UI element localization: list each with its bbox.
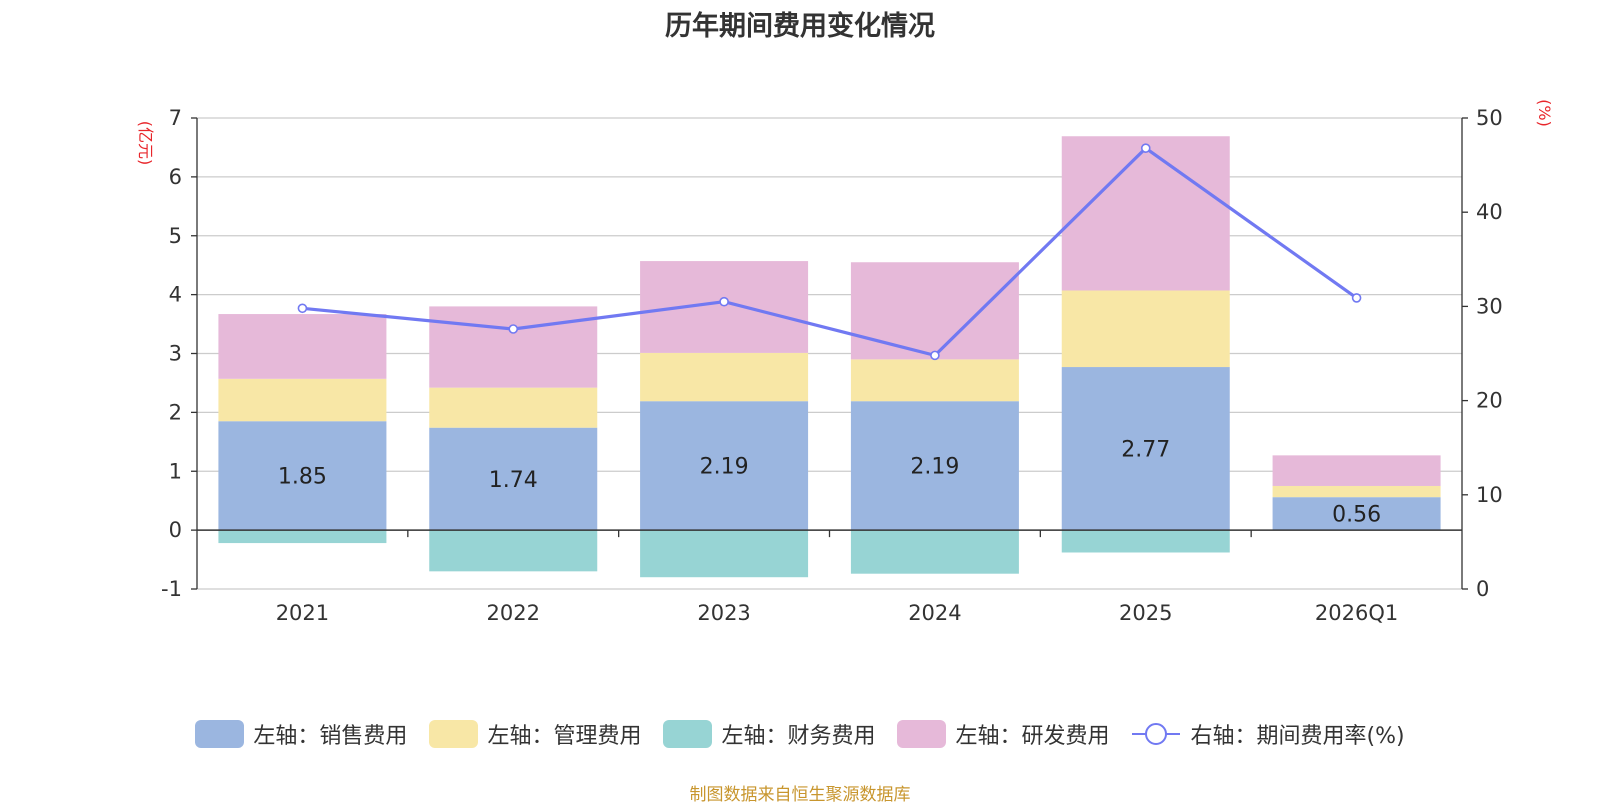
- bar-1: [218, 421, 387, 531]
- legend-item-4[interactable]: 左轴：研发费用: [897, 718, 1109, 750]
- bar-4: [1272, 455, 1441, 486]
- legend-item-3[interactable]: 左轴：财务费用: [663, 718, 875, 750]
- bar-3: [640, 530, 809, 578]
- left-tick-label: 1: [169, 459, 182, 483]
- data-source-note: 制图数据来自恒生聚源数据库: [689, 785, 911, 805]
- left-tick-label: 2: [169, 400, 182, 424]
- right-tick-label: 30: [1476, 294, 1503, 318]
- left-tick-label: 0: [169, 518, 182, 542]
- x-tick-label: 2026Q1: [1315, 601, 1398, 625]
- legend: 左轴：销售费用 左轴：管理费用 左轴：财务费用 左轴：研发费用 右轴：期间费用率(%): [0, 718, 1600, 750]
- legend-item-line[interactable]: 右轴：期间费用率(%): [1131, 718, 1405, 750]
- data-label: 0.56: [1332, 503, 1381, 528]
- data-label: 1.85: [278, 465, 327, 490]
- right-tick-label: 20: [1476, 389, 1503, 413]
- legend-item-1[interactable]: 左轴：销售费用: [195, 718, 407, 750]
- bar-3: [429, 530, 598, 572]
- left-tick-label: 5: [169, 224, 182, 248]
- legend-swatch: [897, 720, 947, 748]
- right-tick-label: 50: [1476, 106, 1503, 130]
- bar-2: [429, 387, 598, 428]
- bar-1: [429, 427, 598, 531]
- bar-1: [850, 401, 1019, 531]
- legend-label: 左轴：管理费用: [487, 724, 642, 749]
- bar-3: [850, 530, 1019, 574]
- bar-2: [1272, 485, 1441, 498]
- data-label: 2.77: [1121, 438, 1170, 463]
- bar-1: [1272, 497, 1441, 531]
- x-tick-label: 2025: [1119, 601, 1172, 625]
- right-tick-label: 0: [1476, 577, 1489, 601]
- line-marker-icon: [1132, 723, 1181, 745]
- data-label: 2.19: [700, 455, 749, 480]
- bar-4: [850, 262, 1019, 360]
- left-axis-unit: (亿元): [136, 121, 155, 166]
- bar-3: [1061, 530, 1230, 553]
- legend-label: 左轴：研发费用: [955, 724, 1110, 749]
- bar-1: [640, 401, 809, 531]
- bar-3: [218, 530, 387, 544]
- left-tick-label: 7: [169, 106, 182, 130]
- expense-ratio-point: [508, 324, 519, 334]
- bar-1: [1061, 367, 1230, 531]
- legend-label: 左轴：销售费用: [253, 724, 408, 749]
- bar-2: [640, 352, 809, 402]
- left-tick-label: -1: [161, 577, 182, 601]
- legend-item-2[interactable]: 左轴：管理费用: [429, 718, 641, 750]
- legend-label: 左轴：财务费用: [721, 724, 876, 749]
- right-tick-label: 10: [1476, 483, 1503, 507]
- x-tick-label: 2023: [697, 601, 750, 625]
- right-axis-unit: (%): [1535, 99, 1554, 127]
- bar-2: [218, 378, 387, 422]
- expense-ratio-point: [1140, 143, 1151, 153]
- right-tick-label: 40: [1476, 200, 1503, 224]
- expense-ratio-point: [719, 296, 729, 307]
- bar-4: [1061, 136, 1230, 291]
- left-tick-label: 3: [169, 342, 182, 366]
- x-tick-label: 2022: [487, 601, 540, 625]
- bar-4: [429, 306, 598, 388]
- chart-title: 历年期间费用变化情况: [665, 11, 935, 42]
- data-label: 1.74: [489, 468, 538, 493]
- legend-swatch: [663, 720, 713, 748]
- expense-ratio-point: [297, 303, 308, 314]
- expense-ratio-point: [1351, 293, 1362, 303]
- bar-4: [218, 314, 387, 379]
- data-label: 2.19: [910, 455, 959, 480]
- legend-swatch: [195, 720, 245, 748]
- left-tick-label: 6: [169, 165, 182, 189]
- legend-swatch: [429, 720, 479, 748]
- legend-label: 右轴：期间费用率(%): [1190, 724, 1405, 749]
- expense-ratio-point: [930, 350, 940, 361]
- expense-ratio-line: [302, 146, 1358, 357]
- x-tick-label: 2021: [276, 601, 329, 625]
- x-tick-label: 2024: [908, 601, 961, 625]
- bar-2: [850, 359, 1019, 402]
- bar-2: [1061, 290, 1230, 368]
- left-tick-label: 4: [169, 283, 182, 307]
- bar-4: [640, 261, 809, 353]
